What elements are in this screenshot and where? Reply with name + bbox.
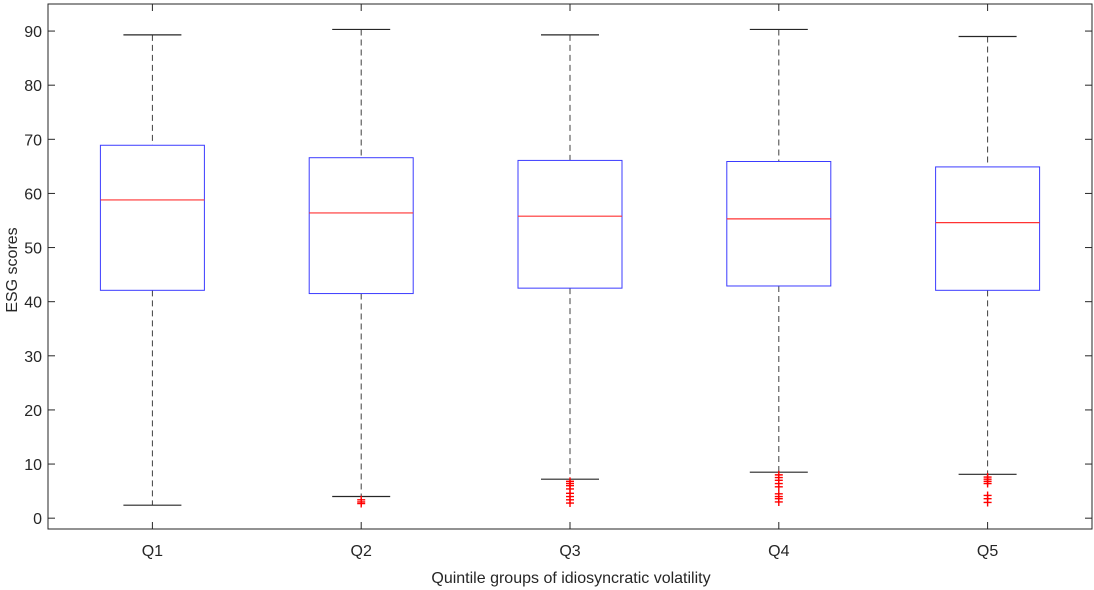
box bbox=[517, 159, 623, 289]
outlier-marker bbox=[983, 498, 992, 507]
plot-area: 0 10 20 30 40 50 60 70 80 90 Q1 Q2 Q3 Q4 Q5 bbox=[24, 3, 1093, 560]
outlier-marker bbox=[357, 499, 366, 508]
y-tick-label: 40 bbox=[24, 295, 42, 312]
y-tick-label: 20 bbox=[24, 403, 42, 420]
outlier-marker bbox=[774, 497, 783, 506]
box bbox=[99, 144, 205, 291]
x-tick-label: Q4 bbox=[768, 543, 789, 560]
outlier-marker bbox=[774, 482, 783, 491]
y-tick-label: 50 bbox=[24, 241, 42, 258]
y-tick-label: 30 bbox=[24, 349, 42, 366]
x-tick-label: Q3 bbox=[559, 543, 580, 560]
x-tick-label: Q1 bbox=[142, 543, 163, 560]
x-tick-label: Q5 bbox=[977, 543, 998, 560]
y-tick-label: 10 bbox=[24, 457, 42, 474]
outlier-marker bbox=[566, 499, 574, 508]
box bbox=[726, 161, 832, 287]
y-tick-label: 60 bbox=[24, 186, 42, 203]
y-tick-label: 80 bbox=[24, 78, 42, 95]
y-tick-label: 70 bbox=[24, 132, 42, 149]
y-axis-label: ESG scores bbox=[4, 227, 21, 312]
box bbox=[935, 166, 1041, 291]
outlier-marker bbox=[983, 479, 992, 488]
x-axis-label: Quintile groups of idiosyncratic volatil… bbox=[431, 570, 710, 587]
x-tick-label: Q2 bbox=[351, 543, 372, 560]
box bbox=[308, 157, 414, 295]
y-tick-label: 90 bbox=[24, 24, 42, 41]
y-tick-label: 0 bbox=[33, 511, 42, 528]
